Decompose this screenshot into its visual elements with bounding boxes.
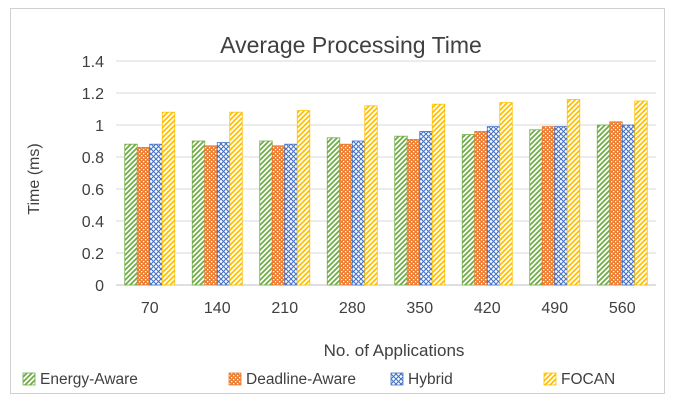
bar-focan-280 xyxy=(364,105,378,286)
x-axis-label: No. of Applications xyxy=(324,341,465,360)
legend-item-focan: FOCAN xyxy=(543,371,615,388)
y-tick-label: 1 xyxy=(95,118,104,135)
bar-deadline-aware-140 xyxy=(204,145,218,286)
legend-swatch xyxy=(228,372,242,386)
y-tick-label: 1.2 xyxy=(82,86,104,103)
x-tick-label: 280 xyxy=(339,300,366,317)
bar-deadline-aware-560 xyxy=(609,121,623,286)
chart-frame: Average Processing Time 0 0.2 0.4 0.6 0.8 1 1.… xyxy=(10,8,665,394)
legend: Energy-Aware Deadline-Aware Hybrid FOCAN xyxy=(22,371,615,388)
bar-energy-aware-140 xyxy=(191,140,206,286)
bar-hybrid-210 xyxy=(284,143,298,286)
legend-swatch xyxy=(22,372,36,386)
bar-energy-aware-490 xyxy=(529,129,543,286)
legend-item-deadline-aware: Deadline-Aware xyxy=(228,371,356,388)
bar-energy-aware-280 xyxy=(326,137,341,286)
legend-item-hybrid: Hybrid xyxy=(390,371,453,388)
bar-focan-210 xyxy=(296,110,311,286)
bar-deadline-aware-210 xyxy=(271,145,286,286)
y-tick-label: 1.4 xyxy=(82,54,104,71)
y-tick-label: 0 xyxy=(95,278,104,295)
bar-energy-aware-70 xyxy=(124,143,138,286)
bars xyxy=(124,99,648,286)
bar-energy-aware-350 xyxy=(394,135,408,286)
bar-energy-aware-420 xyxy=(461,134,476,286)
bar-hybrid-70 xyxy=(149,143,163,286)
bar-focan-70 xyxy=(161,111,176,286)
bar-focan-560 xyxy=(634,100,648,286)
bar-energy-aware-560 xyxy=(596,124,611,286)
bar-deadline-aware-490 xyxy=(541,126,556,286)
x-axis-ticks: 70 140 210 280 350 420 490 560 xyxy=(141,300,636,317)
x-tick-label: 560 xyxy=(609,300,636,317)
bar-deadline-aware-280 xyxy=(339,143,353,286)
y-axis-ticks: 0 0.2 0.4 0.6 0.8 1 1.2 1.4 xyxy=(82,54,104,295)
y-tick-label: 0.8 xyxy=(82,150,104,167)
bar-hybrid-280 xyxy=(351,140,366,286)
legend-label: FOCAN xyxy=(561,371,615,388)
x-tick-label: 490 xyxy=(541,300,568,317)
bar-focan-350 xyxy=(431,103,446,286)
bar-focan-490 xyxy=(566,99,581,286)
y-tick-label: 0.2 xyxy=(82,246,104,263)
x-tick-label: 140 xyxy=(204,300,231,317)
chart-title: Average Processing Time xyxy=(220,32,482,58)
legend-swatch xyxy=(390,372,404,386)
bar-hybrid-350 xyxy=(419,131,433,286)
y-tick-label: 0.4 xyxy=(82,214,104,231)
y-axis-label: Time (ms) xyxy=(26,143,43,214)
x-tick-label: 420 xyxy=(474,300,501,317)
legend-swatch xyxy=(543,372,557,386)
x-tick-label: 70 xyxy=(141,300,159,317)
legend-item-energy-aware: Energy-Aware xyxy=(22,371,138,388)
bar-deadline-aware-70 xyxy=(136,146,151,286)
legend-label: Deadline-Aware xyxy=(246,371,356,388)
bar-chart: Average Processing Time 0 0.2 0.4 0.6 0.8 1 1.… xyxy=(22,32,656,388)
x-tick-label: 350 xyxy=(406,300,433,317)
bar-deadline-aware-350 xyxy=(406,138,421,286)
x-tick-label: 210 xyxy=(271,300,298,317)
bar-focan-420 xyxy=(499,102,513,286)
legend-label: Energy-Aware xyxy=(40,371,138,388)
bar-hybrid-420 xyxy=(486,126,501,286)
bar-hybrid-490 xyxy=(554,126,568,286)
bar-hybrid-560 xyxy=(621,124,636,286)
legend-label: Hybrid xyxy=(408,371,453,388)
bar-hybrid-140 xyxy=(216,142,231,286)
bar-focan-140 xyxy=(229,111,243,286)
y-tick-label: 0.6 xyxy=(82,182,104,199)
bar-deadline-aware-420 xyxy=(474,131,488,286)
bar-energy-aware-210 xyxy=(259,140,273,286)
